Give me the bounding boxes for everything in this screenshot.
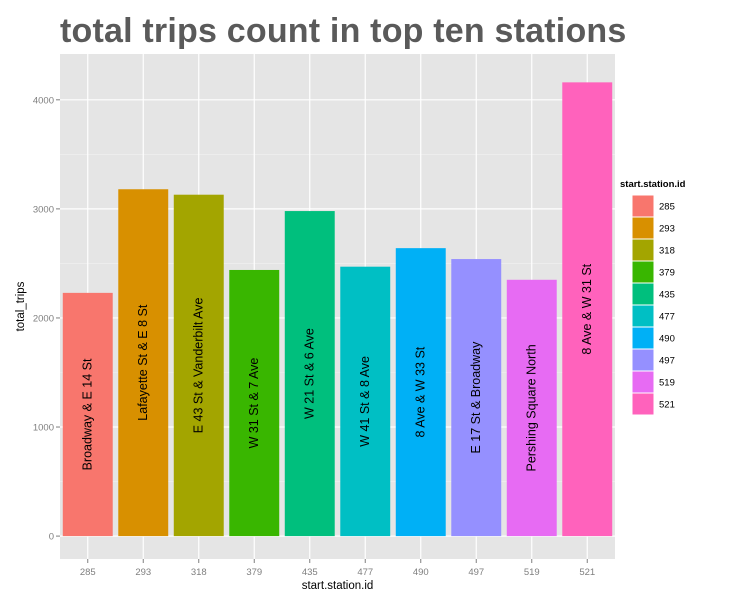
legend-label-293: 293 [659,224,675,235]
legend-label-497: 497 [659,356,675,367]
y-tick-label: 0 [49,532,54,543]
bar-labels: Broadway & E 14 St Lafayette St & E 8 St E… [81,263,595,471]
bar-318 [173,194,224,537]
bar-label-497: E 17 St & Broadway [469,341,483,454]
legend-label-318: 318 [659,246,675,257]
x-axis-title: start.station.id [302,580,374,592]
x-tick-label: 521 [579,567,595,578]
x-tick-label: 477 [357,567,373,578]
x-tick-label: 285 [80,567,96,578]
bar-label-435: W 21 St & 6 Ave [303,328,317,419]
x-tick-label: 435 [302,567,318,578]
y-axis-title: total_trips [15,281,27,331]
bar-label-318: E 43 St & Vanderbilt Ave [192,297,206,433]
x-tick-label: 519 [524,567,540,578]
legend-label-519: 519 [659,378,675,389]
x-tick-label: 318 [191,567,207,578]
legend-label-435: 435 [659,290,675,301]
bars [62,82,613,537]
x-tick-label: 379 [246,567,262,578]
bar-490 [395,248,446,537]
bar-label-285: Broadway & E 14 St [81,358,95,470]
legend-label-477: 477 [659,312,675,323]
bar-293 [118,189,169,537]
y-axis: 0 1000 2000 3000 4000 [33,95,60,543]
bar-285 [62,292,113,537]
legend-label-285: 285 [659,202,675,213]
bar-label-477: W 41 St & 8 Ave [358,356,372,447]
bar-497 [451,259,502,537]
legend-swatch-490 [632,327,654,349]
legend-swatch-497 [632,349,654,371]
y-tick-label: 2000 [33,313,54,324]
x-tick-label: 497 [468,567,484,578]
legend-swatch-379 [632,261,654,283]
legend-label-490: 490 [659,334,675,345]
bar-477 [340,266,391,537]
legend-swatch-519 [632,371,654,393]
bar-label-379: W 31 St & 7 Ave [247,358,261,449]
chart-title: total trips count in top ten stations [60,12,627,50]
x-axis: 285 293 318 379 435 477 490 497 519 521 [80,559,595,578]
bar-label-293: Lafayette St & E 8 St [136,304,150,421]
legend-swatch-477 [632,305,654,327]
bar-label-521: 8 Ave & W 31 St [580,263,594,354]
x-tick-label: 293 [135,567,151,578]
x-tick-label: 490 [413,567,429,578]
legend-label-379: 379 [659,268,675,279]
legend-swatch-435 [632,283,654,305]
legend: start.station.id 285 293 318 379 435 477 490 497… [620,179,686,416]
bar-label-490: 8 Ave & W 33 St [414,346,428,437]
bar-521 [562,82,613,537]
legend-swatch-293 [632,217,654,239]
legend-swatch-521 [632,393,654,415]
bar-label-519: Pershing Square North [525,344,539,471]
y-tick-label: 4000 [33,95,54,106]
legend-label-521: 521 [659,400,675,411]
legend-swatch-318 [632,239,654,261]
bar-519 [506,279,557,537]
bar-435 [284,211,335,537]
legend-swatch-285 [632,195,654,217]
legend-title: start.station.id [620,179,686,190]
y-tick-label: 1000 [33,423,54,434]
y-tick-label: 3000 [33,204,54,215]
bar-379 [229,269,280,537]
